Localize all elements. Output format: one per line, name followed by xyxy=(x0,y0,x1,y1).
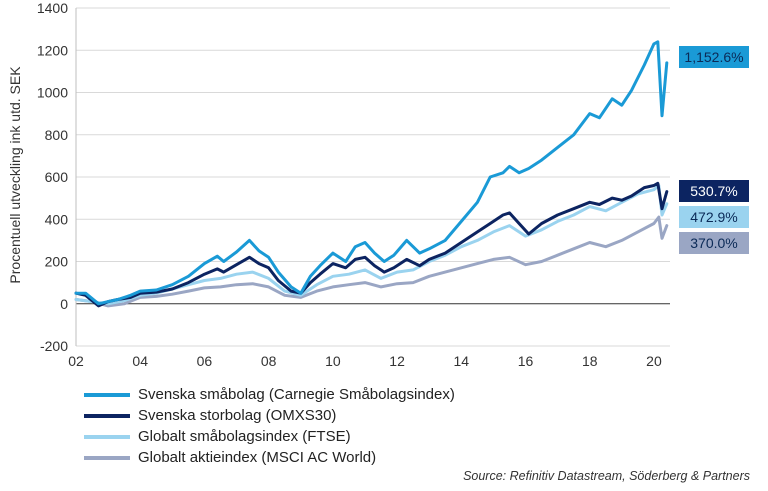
end-value-label: 370.0% xyxy=(679,232,749,254)
y-axis-label: Procentuell utveckling ink utd. SEK xyxy=(7,66,23,284)
y-tick-label: 400 xyxy=(45,211,69,227)
x-tick-label: 08 xyxy=(261,353,277,369)
series-line-3 xyxy=(74,215,669,308)
source-note: Source: Refinitiv Datastream, Söderberg … xyxy=(463,469,750,483)
x-tick-label: 02 xyxy=(68,353,84,369)
x-tick-label: 20 xyxy=(646,353,662,369)
series-line-1 xyxy=(74,181,669,308)
legend-swatch xyxy=(84,434,130,439)
legend-swatch xyxy=(84,413,130,418)
legend-label: Globalt småbolagsindex (FTSE) xyxy=(138,428,351,445)
legend-swatch xyxy=(84,455,130,460)
legend-label: Svenska storbolag (OMXS30) xyxy=(138,407,337,424)
end-value-label: 1,152.6% xyxy=(679,46,749,68)
y-tick-label: 1200 xyxy=(37,42,68,58)
y-tick-label: 200 xyxy=(45,254,69,270)
end-value-label: 472.9% xyxy=(679,206,749,228)
y-tick-label: 1400 xyxy=(37,0,68,16)
legend-item-globalt-aktieindex: Globalt aktieindex (MSCI AC World) xyxy=(84,447,455,468)
y-tick-label: 600 xyxy=(45,169,69,185)
y-tick-label: 1000 xyxy=(37,85,68,101)
x-tick-label: 16 xyxy=(518,353,534,369)
x-tick-label: 14 xyxy=(454,353,470,369)
x-tick-label: 06 xyxy=(197,353,213,369)
x-tick-label: 04 xyxy=(132,353,148,369)
x-tick-label: 10 xyxy=(325,353,341,369)
series-line-0 xyxy=(74,40,669,306)
x-tick-label: 12 xyxy=(389,353,405,369)
legend: Svenska småbolag (Carnegie Småbolagsinde… xyxy=(84,384,455,468)
end-value-label: 530.7% xyxy=(679,180,749,202)
legend-item-svenska-storbolag: Svenska storbolag (OMXS30) xyxy=(84,405,455,426)
y-tick-label: -200 xyxy=(40,338,68,354)
legend-swatch xyxy=(84,392,130,397)
legend-label: Svenska småbolag (Carnegie Småbolagsinde… xyxy=(138,386,455,403)
legend-item-svenska-smabolag: Svenska småbolag (Carnegie Småbolagsinde… xyxy=(84,384,455,405)
x-tick-label: 18 xyxy=(582,353,598,369)
y-tick-label: 0 xyxy=(60,296,68,312)
legend-label: Globalt aktieindex (MSCI AC World) xyxy=(138,449,377,466)
legend-item-globalt-smabolag: Globalt småbolagsindex (FTSE) xyxy=(84,426,455,447)
y-tick-label: 800 xyxy=(45,127,69,143)
